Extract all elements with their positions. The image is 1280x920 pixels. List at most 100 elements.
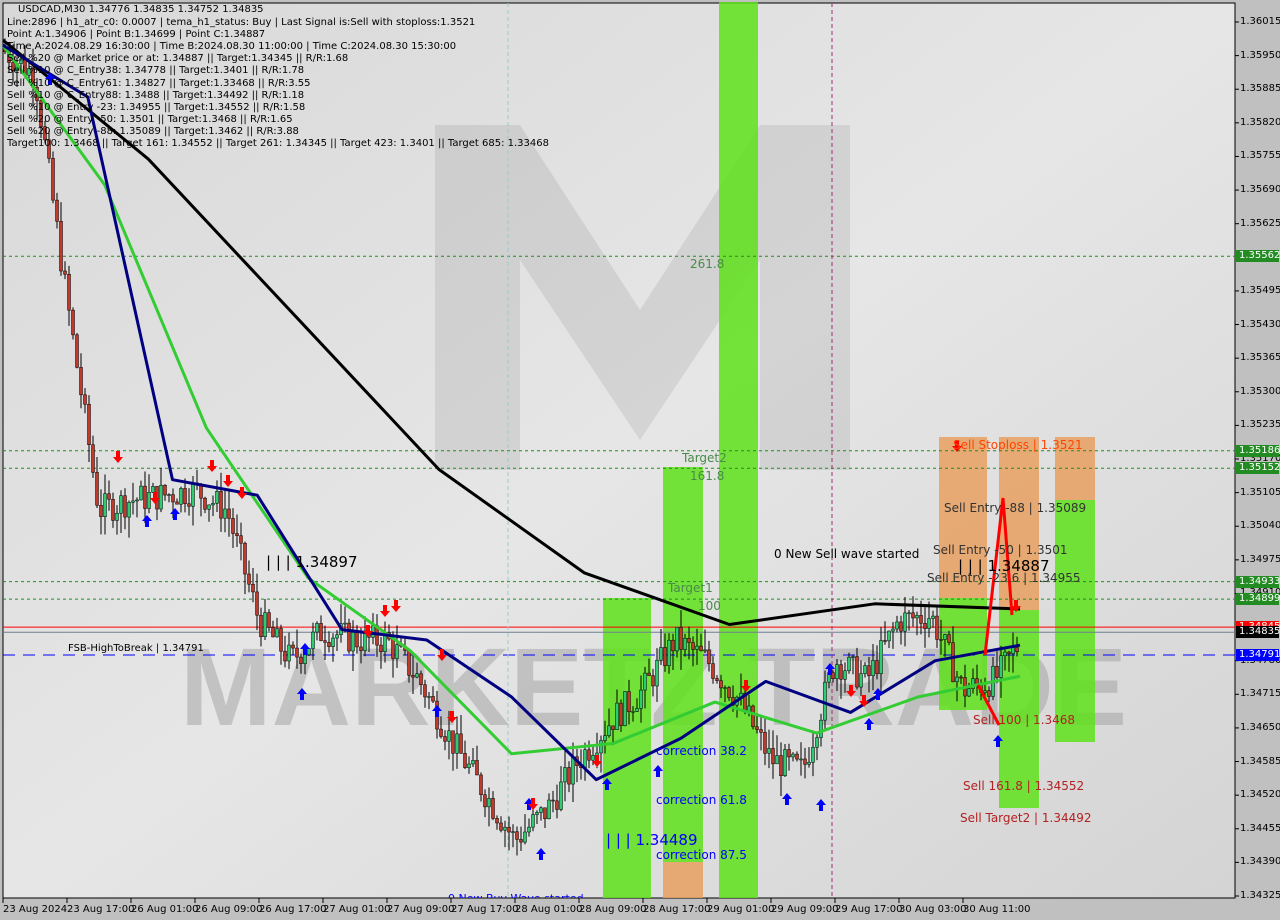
candle — [691, 642, 695, 650]
candle — [583, 749, 587, 768]
x-tick-label: 26 Aug 09:00 — [195, 904, 263, 915]
candle — [863, 665, 867, 674]
candle — [507, 826, 511, 833]
candle — [259, 614, 263, 638]
sell-arrow-icon — [437, 649, 447, 661]
buy-arrow-icon — [297, 688, 307, 700]
candle — [515, 831, 519, 840]
candle — [51, 158, 55, 201]
candle — [683, 637, 687, 650]
buy-arrow-icon — [782, 793, 792, 805]
candle — [179, 488, 183, 505]
candle — [591, 755, 595, 761]
fib-261-label: 261.8 — [690, 257, 725, 271]
candle — [203, 497, 207, 510]
sell-arrow-icon — [207, 460, 217, 472]
candle — [43, 126, 47, 141]
candle — [255, 591, 259, 616]
candle — [391, 638, 395, 659]
candle — [627, 691, 631, 713]
candle — [631, 711, 635, 713]
y-tick-label: 1.35820 — [1240, 116, 1280, 128]
signal-info-line: Sell %10 @ C_Entry61: 1.34827 || Target:… — [7, 77, 311, 89]
candle — [859, 673, 863, 688]
buy-arrow-icon — [653, 765, 663, 777]
target-zone — [1055, 500, 1095, 742]
x-tick-label: 27 Aug 01:00 — [323, 904, 391, 915]
y-tick-label: 1.34390 — [1240, 856, 1280, 868]
y-tick-label: 1.35170 — [1240, 453, 1280, 464]
sell-arrow-icon — [223, 475, 233, 487]
candle — [19, 58, 23, 64]
candle — [443, 736, 447, 742]
price-tag: 1.35152 — [1236, 462, 1280, 475]
y-tick-label: 1.34325 — [1240, 890, 1280, 901]
signal-info-line: Sell %20 @ Market price or at: 1.34887 |… — [7, 53, 349, 65]
target-zone — [999, 610, 1039, 808]
candle — [715, 678, 719, 681]
candle — [847, 656, 851, 672]
candle — [623, 691, 627, 726]
candle — [287, 644, 291, 662]
level-34489-label: | | | 1.34489 — [606, 831, 698, 849]
x-tick-label: 26 Aug 17:00 — [259, 904, 327, 915]
candle — [831, 672, 835, 679]
level-34897-label: | | | 1.34897 — [266, 553, 358, 571]
target2-label: Target2 — [682, 451, 727, 465]
candle — [775, 755, 779, 765]
candle — [83, 394, 87, 405]
price-tag: 1.34835 — [1236, 626, 1280, 639]
candle — [1007, 651, 1011, 654]
y-tick-label: 1.35625 — [1240, 217, 1280, 229]
candle — [799, 758, 803, 761]
signal-info-line: Time A:2024.08.29 16:30:00 | Time B:2024… — [7, 41, 457, 53]
candle — [599, 740, 603, 754]
candle — [671, 639, 675, 652]
candle — [607, 725, 611, 736]
buy-arrow-icon — [602, 778, 612, 790]
candle — [59, 221, 63, 272]
symbol-quote: USDCAD,M30 1.34776 1.34835 1.34752 1.348… — [18, 4, 264, 15]
candle — [331, 637, 335, 647]
candle — [951, 642, 955, 683]
candle — [495, 818, 499, 824]
candle — [803, 758, 807, 765]
buy-arrow-icon — [45, 73, 55, 85]
candle — [379, 644, 383, 652]
sell-arrow-icon — [846, 685, 856, 697]
x-tick-label: 23 Aug 2024 — [3, 904, 68, 915]
candle — [71, 309, 75, 336]
candle — [539, 807, 543, 813]
candle — [919, 615, 923, 624]
moving-average-navy — [2, 43, 1021, 782]
target-zone — [663, 862, 703, 898]
candle — [351, 632, 355, 652]
candle — [243, 542, 247, 575]
candle — [291, 644, 295, 649]
candle — [79, 367, 83, 396]
candle — [323, 640, 327, 643]
sell-arrow-icon — [528, 798, 538, 810]
signal-info-line: Point A:1.34906 | Point B:1.34699 | Poin… — [7, 29, 266, 41]
signal-info-line: Sell %10 @ C_Entry38: 1.34778 || Target:… — [7, 65, 305, 77]
candle — [239, 535, 243, 544]
candle — [219, 491, 223, 519]
x-tick-label: 26 Aug 01:00 — [131, 904, 199, 915]
candle — [947, 634, 951, 643]
candle — [39, 100, 43, 127]
correction-382-label: correction 38.2 — [656, 744, 747, 758]
buy-arrow-icon — [873, 688, 883, 700]
y-tick-label: 1.35755 — [1240, 150, 1280, 162]
y-tick-label: 1.34585 — [1240, 755, 1280, 767]
y-tick-label: 1.35495 — [1240, 284, 1280, 296]
candle — [415, 673, 419, 678]
candle — [711, 663, 715, 679]
candle — [91, 444, 95, 473]
candle — [819, 719, 823, 738]
candle — [879, 640, 883, 674]
candle — [135, 499, 139, 502]
x-tick-label: 30 Aug 03:00 — [899, 904, 967, 915]
candle — [747, 705, 751, 712]
candle — [355, 632, 359, 648]
